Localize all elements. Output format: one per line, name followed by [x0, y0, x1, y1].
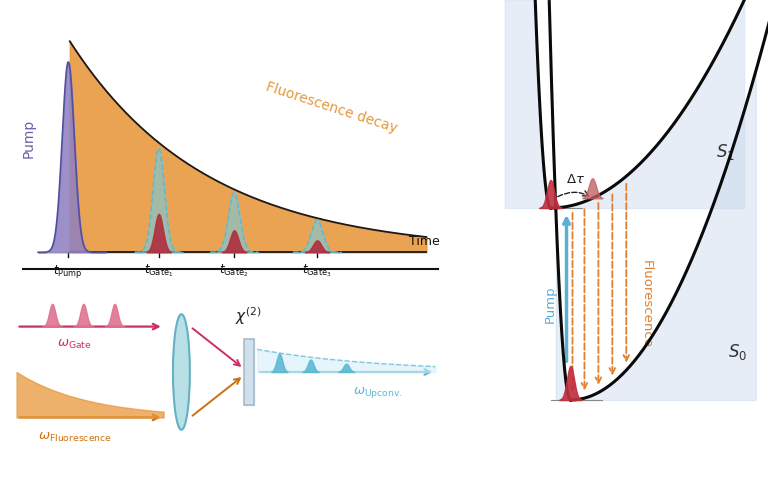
- Text: $t_{\rm Gate_2}$: $t_{\rm Gate_2}$: [220, 263, 249, 279]
- Bar: [243, 339, 253, 405]
- Text: Fluorescence: Fluorescence: [641, 260, 654, 348]
- Text: Fluorescence decay: Fluorescence decay: [264, 80, 399, 135]
- Text: Time: Time: [409, 235, 439, 248]
- Text: $t_{\rm Gate_1}$: $t_{\rm Gate_1}$: [144, 263, 174, 279]
- Text: Pump: Pump: [544, 285, 557, 323]
- Text: Pump: Pump: [22, 119, 36, 158]
- Text: $\omega_{\rm Upconv.}$: $\omega_{\rm Upconv.}$: [353, 385, 402, 400]
- Text: $t_{\rm Gate_3}$: $t_{\rm Gate_3}$: [303, 263, 332, 279]
- Text: $S_0$: $S_0$: [728, 342, 747, 362]
- Ellipse shape: [173, 314, 190, 430]
- Text: $\omega_{\rm Gate}$: $\omega_{\rm Gate}$: [57, 338, 92, 351]
- Text: $t_{\rm Pump}$: $t_{\rm Pump}$: [54, 263, 83, 279]
- Text: $S_1$: $S_1$: [716, 142, 735, 162]
- Text: $\omega_{\rm Fluorescence}$: $\omega_{\rm Fluorescence}$: [38, 431, 111, 444]
- Bar: [243, 339, 253, 405]
- Text: $\Delta\tau$: $\Delta\tau$: [566, 173, 585, 186]
- Text: $\chi^{(2)}$: $\chi^{(2)}$: [235, 305, 262, 326]
